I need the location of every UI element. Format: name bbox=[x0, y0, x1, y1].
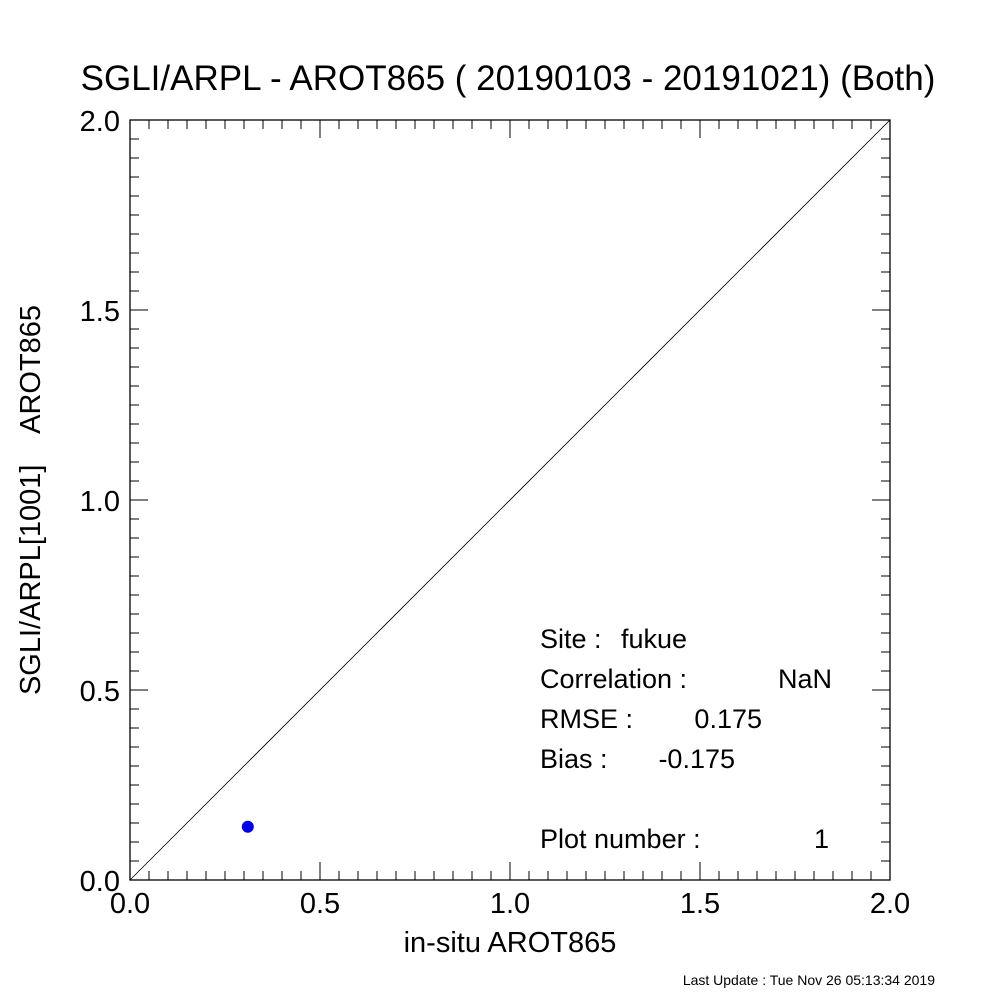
axis-ticks bbox=[129, 119, 891, 881]
site-label: Site : bbox=[540, 624, 602, 654]
site-value: fukue bbox=[621, 624, 687, 654]
last-update-text: Last Update : Tue Nov 26 05:13:34 2019 bbox=[683, 972, 935, 988]
x-tick-label: 0.0 bbox=[110, 888, 150, 920]
plot-number-value: 1 bbox=[814, 824, 829, 854]
chart-title: SGLI/ARPL - AROT865 ( 20190103 - 2019102… bbox=[81, 59, 936, 98]
correlation-value: NaN bbox=[778, 664, 832, 694]
y-axis-label: SGLI/ARPL[1001] AROT865 bbox=[15, 305, 47, 695]
one-to-one-line bbox=[129, 119, 891, 881]
rmse-value: 0.175 bbox=[694, 704, 762, 734]
data-point bbox=[241, 820, 254, 833]
x-tick-label: 2.0 bbox=[870, 888, 910, 920]
x-tick-label: 1.5 bbox=[680, 888, 720, 920]
y-tick-label: 0.5 bbox=[80, 676, 120, 708]
data-points bbox=[241, 820, 254, 833]
x-axis-label: in-situ AROT865 bbox=[404, 927, 617, 959]
rmse-label: RMSE : bbox=[540, 704, 633, 734]
bias-value: -0.175 bbox=[658, 744, 735, 774]
tick-labels: 0.0 0.5 1.0 1.5 2.0 0.0 0.5 1.0 1.5 2.0 bbox=[80, 106, 910, 920]
stats-box: Site : fukue Correlation : NaN RMSE : 0.… bbox=[540, 624, 832, 854]
plot-number-label: Plot number : bbox=[540, 824, 701, 854]
y-tick-label: 1.5 bbox=[80, 296, 120, 328]
correlation-label: Correlation : bbox=[540, 664, 687, 694]
y-tick-label: 0.0 bbox=[80, 866, 120, 898]
x-tick-label: 0.5 bbox=[300, 888, 340, 920]
y-tick-label: 1.0 bbox=[80, 486, 120, 518]
x-tick-label: 1.0 bbox=[490, 888, 530, 920]
bias-label: Bias : bbox=[540, 744, 608, 774]
y-tick-label: 2.0 bbox=[80, 106, 120, 138]
